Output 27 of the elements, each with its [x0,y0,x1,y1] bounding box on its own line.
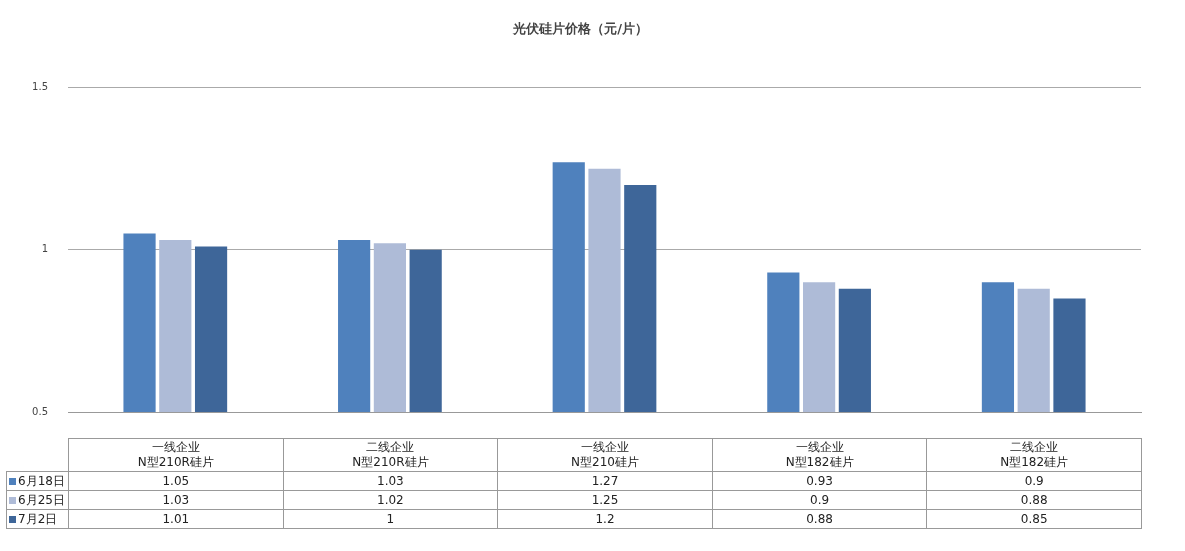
legend-label: 7月2日 [6,509,69,529]
x-tick-label: 二线企业 N型210R硅片 [283,438,498,472]
data-label: 0.9 [926,471,1142,491]
x-tick-label: 一线企业 N型182硅片 [712,438,927,472]
data-label: 1 [283,509,498,529]
data-label: 0.85 [926,509,1142,529]
data-label: 1.03 [283,471,498,491]
data-label: 1.27 [497,471,713,491]
data-label: 0.88 [712,509,927,529]
legend-label: 6月18日 [6,471,69,491]
data-label: 1.2 [497,509,713,529]
x-tick-label: 一线企业 N型210R硅片 [68,438,284,472]
data-label: 1.02 [283,490,498,510]
y-tick-label: 1 [41,243,48,255]
data-label: 1.03 [68,490,284,510]
chart-title: 光伏硅片价格（元/片） [512,21,648,37]
data-label: 0.93 [712,471,927,491]
data-label: 0.9 [712,490,927,510]
x-tick-label: 二线企业 N型182硅片 [926,438,1142,472]
legend-label: 6月25日 [6,490,69,510]
data-label: 1.01 [68,509,284,529]
y-tick-label: 1.5 [32,81,48,93]
x-tick-label: 一线企业 N型210硅片 [497,438,713,472]
data-label: 1.05 [68,471,284,491]
data-label: 0.88 [926,490,1142,510]
y-tick-label: 0.5 [32,405,48,417]
data-label: 1.25 [497,490,713,510]
